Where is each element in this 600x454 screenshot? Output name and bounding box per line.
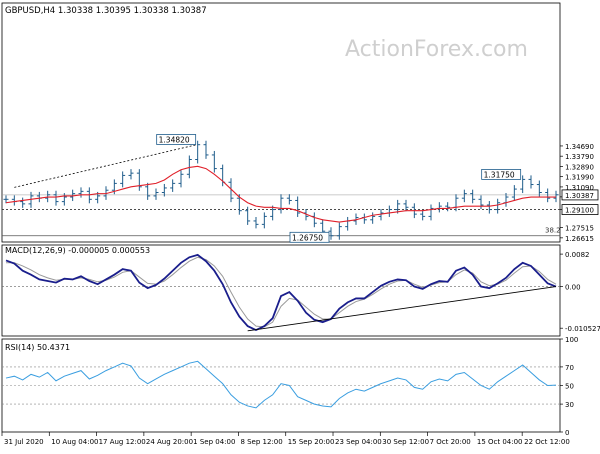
support-price-box xyxy=(561,204,599,215)
x-tick-label: 24 Aug 20:00 xyxy=(146,438,193,446)
rsi-y-tick-label: 70 xyxy=(565,364,574,372)
rsi-header: RSI(14) 50.4371 xyxy=(5,343,70,352)
price-annotation-label: 1.34820 xyxy=(159,135,190,144)
x-tick-label: 31 Jul 2020 xyxy=(4,438,44,446)
rsi-pane-frame xyxy=(1,338,561,433)
price-y-tick-label: 1.33790 xyxy=(565,153,594,161)
price-annotation-label: 1.31750 xyxy=(484,170,515,179)
macd-y-tick-label: 0.00 xyxy=(565,284,581,292)
price-y-tick-label: 1.26615 xyxy=(565,235,594,243)
current-price-label: 1.30387 xyxy=(565,192,594,200)
current-price-box xyxy=(561,189,599,201)
x-tick-label: 22 Oct 12:00 xyxy=(524,438,570,446)
rsi-line xyxy=(5,360,557,409)
moving-average-line xyxy=(5,165,556,223)
x-tick-label: 17 Aug 12:00 xyxy=(99,438,146,446)
price-y-tick-label: 1.31990 xyxy=(565,174,594,182)
x-tick-label: 30 Sep 12:00 xyxy=(382,438,429,446)
macd-pane-frame xyxy=(1,244,561,337)
macd-trendline xyxy=(247,286,557,332)
price-annotation-box xyxy=(289,231,330,243)
macd-signal-line xyxy=(6,256,557,328)
x-tick-label: 15 Sep 20:00 xyxy=(288,438,335,446)
macd-line xyxy=(5,253,557,332)
price-annotation-label: 1.26750 xyxy=(292,233,323,242)
price-annotation-box xyxy=(156,134,197,145)
price-y-tick-label: 1.31090 xyxy=(565,184,594,192)
x-tick-label: 10 Aug 04:00 xyxy=(51,438,98,446)
fib-label: 38.2 xyxy=(545,227,561,235)
macd-header: MACD(12,26,9) -0.000005 0.000553 xyxy=(5,246,150,255)
price-trendline xyxy=(14,144,198,188)
symbol-header: GBPUSD,H4 1.30338 1.30395 1.30338 1.3038… xyxy=(5,6,207,16)
x-tick-label: 15 Oct 04:00 xyxy=(477,438,523,446)
x-tick-label: 23 Sep 04:00 xyxy=(335,438,382,446)
rsi-y-tick-label: 0 xyxy=(565,429,569,437)
rsi-y-tick-label: 30 xyxy=(565,401,574,409)
x-tick-label: 8 Sep 12:00 xyxy=(240,438,282,446)
macd-y-tick-label: 0.0082 xyxy=(565,251,590,259)
rsi-y-tick-label: 50 xyxy=(565,383,574,391)
price-annotation-box xyxy=(481,169,522,180)
watermark: ActionForex.com xyxy=(345,37,528,62)
x-tick-label: 7 Oct 20:00 xyxy=(430,438,471,446)
price-y-tick-label: 1.27515 xyxy=(565,225,594,233)
x-tick-label: 1 Sep 04:00 xyxy=(193,438,235,446)
price-pane-frame xyxy=(1,2,561,243)
support-price-label: 1.29100 xyxy=(565,207,594,215)
macd-y-tick-label: -0.010527 xyxy=(565,325,600,333)
price-y-tick-label: 1.34690 xyxy=(565,143,594,151)
price-y-tick-label: 1.32890 xyxy=(565,163,594,171)
rsi-y-tick-label: 100 xyxy=(565,336,578,344)
